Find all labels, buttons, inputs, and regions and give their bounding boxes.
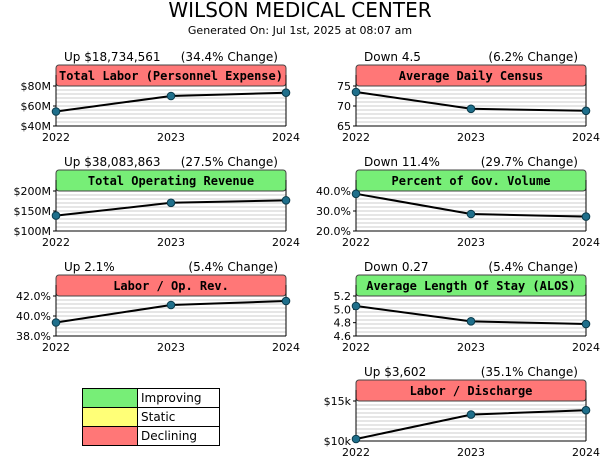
summary-percent-text: (34.4% Change) — [181, 50, 278, 64]
legend-item-improving: Improving — [83, 389, 219, 407]
legend-item-declining: Declining — [83, 426, 219, 445]
x-tick-label: 2024 — [272, 341, 300, 354]
data-point — [166, 198, 176, 208]
summary-change-text: Up $18,734,561 — [64, 50, 161, 64]
data-point — [51, 107, 61, 116]
summary-percent-text: (35.1% Change) — [481, 365, 578, 379]
data-point — [351, 189, 361, 199]
y-tick-label: $15k — [324, 395, 352, 408]
y-tick-label: $200M — [14, 185, 52, 198]
y-tick-label: 75 — [337, 80, 351, 93]
summary-percent-text: (5.4% Change) — [188, 260, 278, 274]
data-point — [466, 410, 476, 419]
data-point — [281, 196, 291, 205]
x-tick-label: 2022 — [342, 341, 370, 354]
y-tick-label: 20.0% — [316, 225, 351, 238]
y-tick-label: 5.0 — [334, 303, 352, 316]
data-point — [51, 318, 61, 327]
x-tick-label: 2024 — [272, 236, 300, 249]
metric-title: Total Labor (Personnel Expense) — [59, 69, 283, 83]
legend: Improving Static Declining — [82, 388, 220, 446]
data-point — [281, 296, 291, 306]
summary-percent-text: (6.2% Change) — [488, 50, 578, 64]
x-tick-label: 2022 — [42, 236, 70, 249]
legend-swatch-declining — [83, 427, 138, 445]
metric-title: Average Daily Census — [399, 69, 544, 83]
data-point — [351, 434, 361, 444]
legend-label: Improving — [141, 391, 202, 405]
legend-item-static: Static — [83, 407, 219, 426]
data-point — [581, 405, 591, 415]
y-tick-label: 40.0% — [16, 310, 51, 323]
x-tick-label: 2022 — [42, 131, 70, 144]
y-tick-label: 70 — [337, 100, 351, 113]
x-tick-label: 2022 — [342, 131, 370, 144]
y-tick-label: $80M — [21, 80, 52, 93]
data-point — [166, 91, 176, 101]
summary-percent-text: (29.7% Change) — [481, 155, 578, 169]
x-tick-label: 2024 — [572, 446, 600, 459]
summary-change-text: Up $38,083,863 — [64, 155, 161, 169]
y-tick-label: $100M — [14, 225, 52, 238]
metric-title: Percent of Gov. Volume — [392, 174, 551, 188]
data-point — [281, 88, 291, 97]
x-tick-label: 2023 — [157, 341, 185, 354]
x-tick-label: 2024 — [572, 341, 600, 354]
x-tick-label: 2023 — [457, 236, 485, 249]
x-tick-label: 2023 — [457, 341, 485, 354]
summary-change-text: Up $3,602 — [364, 365, 426, 379]
metric-title: Total Operating Revenue — [88, 174, 254, 188]
y-tick-label: 4.8 — [334, 317, 352, 330]
y-tick-label: 4.6 — [334, 330, 352, 343]
report-subtitle: Generated On: Jul 1st, 2025 at 08:07 am — [187, 24, 413, 37]
x-tick-label: 2022 — [342, 446, 370, 459]
summary-change-text: Down 0.27 — [364, 260, 429, 274]
data-point — [351, 87, 361, 97]
legend-label: Declining — [141, 429, 198, 443]
metric-title: Average Length Of Stay (ALOS) — [366, 279, 576, 293]
y-tick-label: 65 — [337, 120, 351, 133]
legend-label: Static — [141, 410, 176, 424]
x-tick-label: 2023 — [457, 131, 485, 144]
metric-title: Labor / Op. Rev. — [113, 279, 229, 293]
y-tick-label: 42.0% — [16, 290, 51, 303]
data-point — [581, 319, 591, 329]
report-title: WILSON MEDICAL CENTER — [168, 0, 432, 22]
y-tick-label: 40.0% — [316, 185, 351, 198]
x-tick-label: 2023 — [157, 236, 185, 249]
x-tick-label: 2024 — [272, 131, 300, 144]
data-point — [466, 209, 476, 219]
x-tick-label: 2023 — [157, 131, 185, 144]
x-tick-label: 2023 — [457, 446, 485, 459]
data-point — [51, 211, 61, 220]
legend-swatch-improving — [83, 389, 138, 407]
summary-change-text: Down 4.5 — [364, 50, 421, 64]
y-tick-label: 5.2 — [334, 290, 352, 303]
x-tick-label: 2022 — [42, 341, 70, 354]
data-point — [466, 317, 476, 326]
summary-percent-text: (5.4% Change) — [488, 260, 578, 274]
summary-percent-text: (27.5% Change) — [181, 155, 278, 169]
y-tick-label: $40M — [21, 120, 52, 133]
x-tick-label: 2024 — [572, 131, 600, 144]
summary-change-text: Up 2.1% — [64, 260, 115, 274]
legend-swatch-static — [83, 408, 138, 426]
data-point — [466, 104, 476, 114]
x-tick-label: 2024 — [572, 236, 600, 249]
metric-title: Labor / Discharge — [410, 384, 533, 398]
data-point — [351, 301, 361, 311]
x-tick-label: 2022 — [342, 236, 370, 249]
summary-change-text: Down 11.4% — [364, 155, 440, 169]
y-tick-label: $60M — [21, 100, 52, 113]
y-tick-label: $150M — [14, 205, 52, 218]
data-point — [581, 106, 591, 116]
data-point — [166, 300, 176, 310]
data-point — [581, 212, 591, 221]
y-tick-label: 30.0% — [316, 205, 351, 218]
y-tick-label: 38.0% — [16, 330, 51, 343]
y-tick-label: $10k — [324, 435, 352, 448]
